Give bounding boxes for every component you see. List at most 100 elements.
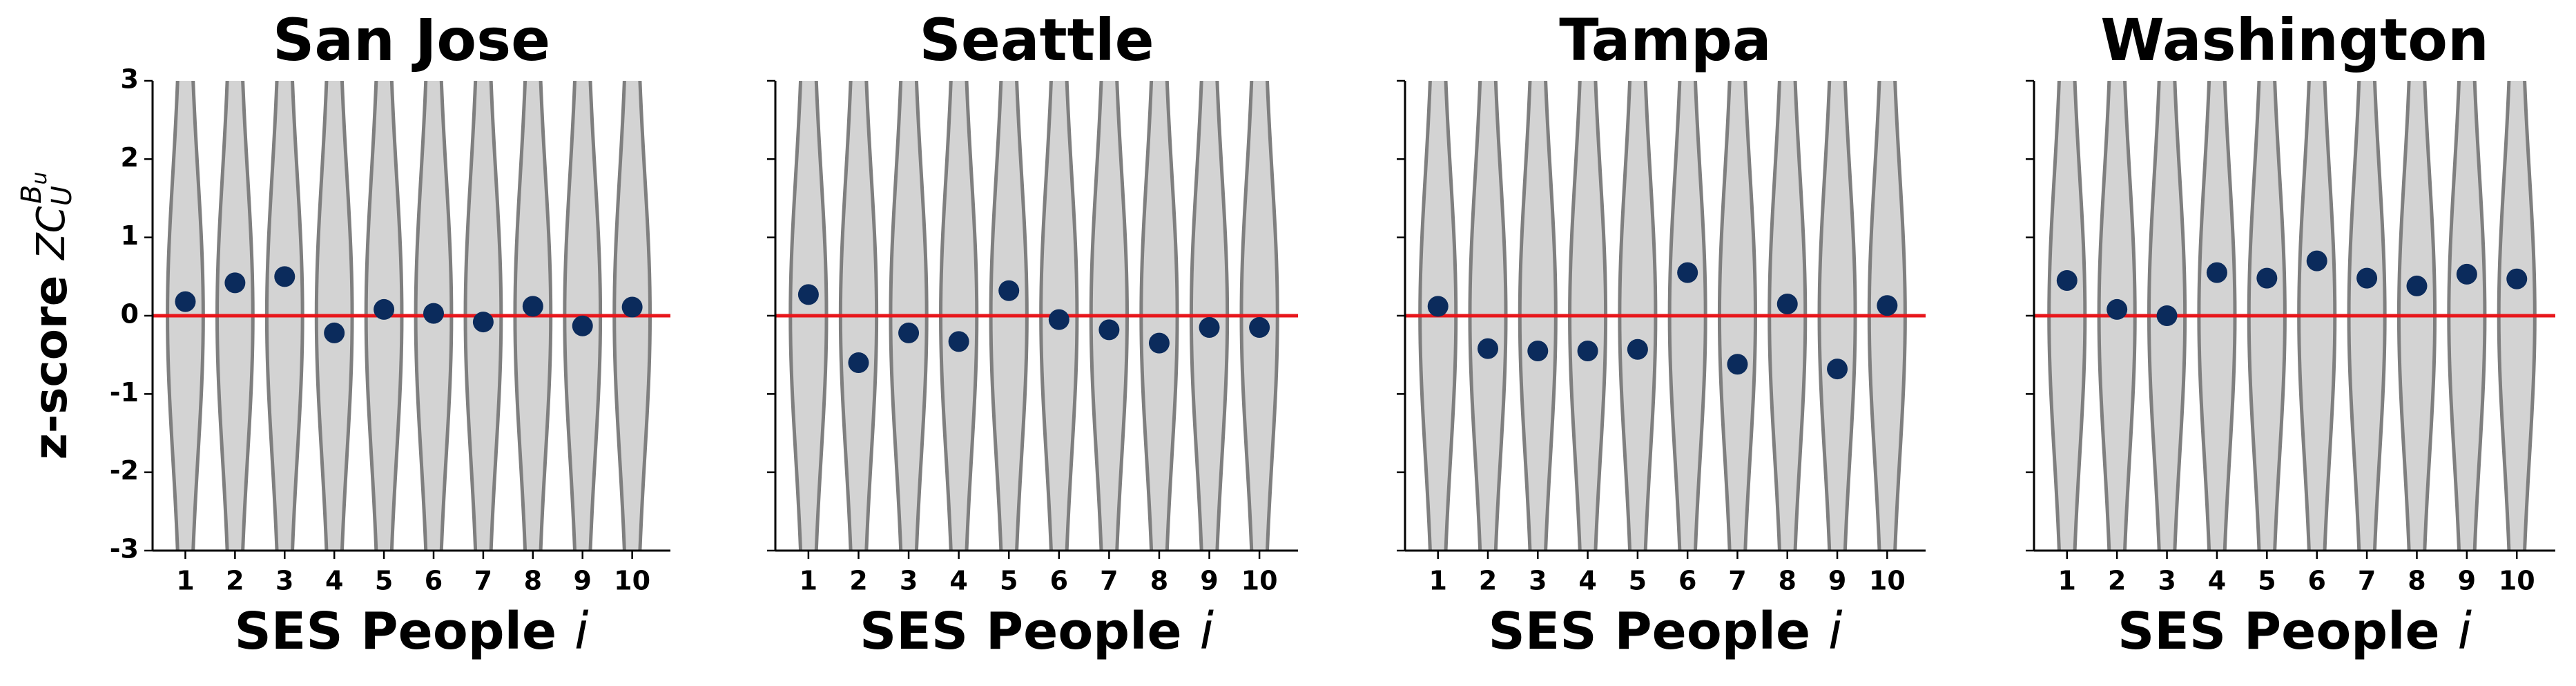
x-tick-label: 10 <box>2499 566 2535 596</box>
x-tick-label: 9 <box>573 566 591 596</box>
x-tick-label: 4 <box>2208 566 2226 596</box>
x-tick-label: 9 <box>1200 566 1218 596</box>
dot <box>848 352 869 373</box>
x-tick-label: 10 <box>1241 566 1278 596</box>
x-axis-label: SES People i <box>2118 602 2472 661</box>
x-tick-label: 3 <box>2158 566 2176 596</box>
dot <box>998 280 1020 301</box>
x-tick-label: 9 <box>1828 566 1846 596</box>
x-tick-label: 7 <box>2358 566 2376 596</box>
dot <box>948 331 969 352</box>
dot <box>374 298 395 320</box>
dot <box>274 266 296 287</box>
x-tick-label: 7 <box>474 566 492 596</box>
dot <box>1527 341 1549 361</box>
x-tick-label: 9 <box>2458 566 2476 596</box>
x-tick-label: 2 <box>849 566 867 596</box>
x-tick-label: 1 <box>1429 566 1446 596</box>
y-label-text: z-score <box>24 276 77 460</box>
x-tick-label: 5 <box>375 566 393 596</box>
dot <box>898 322 920 343</box>
plot-area <box>166 81 652 551</box>
x-tick-label: 2 <box>1479 566 1497 596</box>
x-tick-label: 2 <box>2108 566 2126 596</box>
x-tick-label: 5 <box>2258 566 2276 596</box>
dot <box>1627 339 1648 360</box>
x-tick-label: 5 <box>1000 566 1018 596</box>
y-tick-label: -2 <box>110 455 139 486</box>
x-label-text: SES People <box>860 602 1182 661</box>
y-label-superscript-subscript: u <box>28 171 52 184</box>
dot <box>324 322 345 343</box>
x-label-text: SES People <box>2118 602 2440 661</box>
y-tick-label: -1 <box>110 377 139 408</box>
dot <box>1677 262 1698 283</box>
y-tick-label: 2 <box>121 142 139 173</box>
subplot-title: Tampa <box>1559 6 1772 74</box>
x-label-text: SES People <box>1488 602 1810 661</box>
subplot-title: Washington <box>2100 6 2489 74</box>
dot <box>522 296 543 317</box>
dot <box>1727 354 1748 375</box>
dot <box>1877 295 1898 316</box>
x-tick-label: 4 <box>949 566 967 596</box>
x-tick-label: 6 <box>1678 566 1696 596</box>
x-label-text: SES People <box>234 602 556 661</box>
x-label-symbol: i <box>1828 602 1843 661</box>
x-axis-label: SES People i <box>860 602 1214 661</box>
x-tick-label: 7 <box>1728 566 1746 596</box>
dot <box>423 303 444 324</box>
y-tick-label: 3 <box>121 64 139 95</box>
dot <box>1098 319 1120 341</box>
dot <box>2306 250 2327 271</box>
dot <box>1048 309 1069 330</box>
x-tick-label: 2 <box>226 566 244 596</box>
y-label-superscript: B <box>16 184 48 203</box>
x-tick-label: 1 <box>176 566 194 596</box>
y-tick-label: -3 <box>110 534 139 564</box>
x-tick-label: 4 <box>325 566 343 596</box>
x-tick-label: 10 <box>614 566 650 596</box>
dot <box>1148 332 1170 354</box>
dot <box>2356 267 2378 289</box>
dot <box>797 284 819 305</box>
dot <box>1249 317 1270 338</box>
x-tick-label: 8 <box>1150 566 1168 596</box>
dot <box>175 291 196 312</box>
dot <box>1577 341 1598 361</box>
x-axis-label: SES People i <box>234 602 588 661</box>
dot <box>2107 298 2128 320</box>
subplot-title: Seattle <box>919 6 1154 74</box>
dot <box>224 272 246 294</box>
dot <box>1427 296 1449 317</box>
dot <box>1478 338 1499 359</box>
y-label-symbol: ZC <box>29 206 74 260</box>
x-tick-label: 5 <box>1629 566 1647 596</box>
dot <box>2456 263 2477 285</box>
dot <box>2406 275 2428 296</box>
subplot-title: San Jose <box>273 6 550 74</box>
dot <box>572 315 593 336</box>
y-tick-label: 0 <box>121 299 139 330</box>
x-tick-label: 6 <box>1050 566 1068 596</box>
x-tick-label: 4 <box>1578 566 1596 596</box>
dot <box>2506 268 2528 289</box>
x-tick-label: 1 <box>800 566 817 596</box>
dot <box>1776 294 1798 314</box>
x-tick-label: 8 <box>2408 566 2425 596</box>
y-axis-label: z-score ZCUBu <box>16 171 78 459</box>
x-label-symbol: i <box>1199 602 1214 661</box>
dot <box>2256 267 2278 289</box>
x-label-symbol: i <box>574 602 589 661</box>
x-tick-label: 8 <box>1779 566 1797 596</box>
x-tick-label: 3 <box>1529 566 1547 596</box>
dot <box>2056 270 2078 291</box>
y-label-subscript: U <box>46 186 78 206</box>
dot <box>2156 305 2178 326</box>
dot <box>621 296 643 318</box>
x-tick-label: 10 <box>1869 566 1906 596</box>
x-label-symbol: i <box>2457 602 2472 661</box>
x-tick-label: 1 <box>2058 566 2076 596</box>
dot <box>472 312 494 333</box>
